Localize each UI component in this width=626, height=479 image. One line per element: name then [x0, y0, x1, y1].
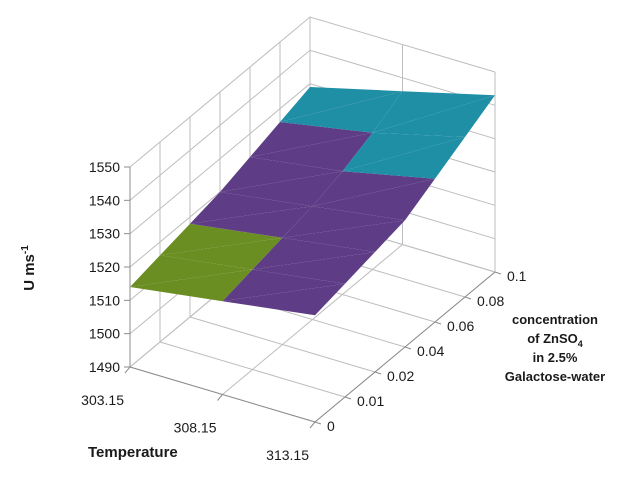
surface-cell-1-5-0 [372, 95, 495, 137]
surface-cell-1-3-1 [312, 171, 435, 207]
surface-cell-1-3-0 [312, 178, 435, 221]
z-tick-label-0: 1490 [89, 359, 120, 375]
z-tick-label-4: 1530 [89, 226, 120, 242]
z-tick-label-1: 1500 [89, 326, 120, 342]
floor-line-x-1 [222, 244, 403, 395]
surface-cell-1-4-0 [342, 137, 465, 179]
surface-cell-0-0-0 [130, 269, 253, 302]
y-tick-mark-2 [374, 371, 382, 375]
surface-cell-1-0-1 [222, 269, 345, 302]
x-tick-mark-0 [124, 366, 131, 374]
y-tick-label-4: 0.06 [447, 318, 474, 334]
surface-layer [130, 87, 495, 316]
z-tick-label-3: 1520 [89, 259, 120, 275]
surface-cell-0-4-1 [250, 122, 373, 157]
surface-cell-1-1-0 [252, 252, 375, 284]
y-axis-title-line-3: in 2.5% [533, 350, 578, 365]
surface-cell-1-4-1 [342, 132, 465, 172]
surface-cell-0-3-0 [220, 171, 343, 207]
y-tick-mark-1 [344, 396, 352, 400]
y-tick-mark-6 [494, 271, 502, 275]
y-tick-label-1: 0.01 [357, 393, 384, 409]
surface-cell-0-1-0 [160, 237, 283, 270]
z-axis-title-superscript: -1 [20, 245, 31, 254]
surface-cell-0-5-0 [280, 91, 403, 133]
y-axis-title-line-2-text: of ZnSO [527, 331, 578, 346]
y-axis-title-line-2: of ZnSO4 [527, 331, 583, 349]
surface-cell-0-4-0 [250, 132, 373, 172]
y-tick-label-3: 0.04 [417, 343, 444, 359]
surface-cell-1-2-1 [282, 206, 405, 238]
y-tick-mark-5 [464, 296, 472, 300]
y-tick-mark-3 [404, 346, 412, 350]
x-tick-label-0: 303.15 [81, 392, 124, 408]
z-axis-title: U ms-1 [20, 245, 38, 291]
x-tick-label-2: 313.15 [266, 447, 309, 463]
z-tick-label-2: 1510 [89, 292, 120, 308]
z-tick-label-5: 1540 [89, 192, 120, 208]
surface-cell-0-5-1 [280, 87, 403, 122]
surface-cell-1-2-0 [282, 220, 405, 252]
y-tick-label-0: 0 [327, 418, 335, 434]
y-tick-mark-0 [314, 421, 322, 425]
y-tick-label-6: 0.1 [507, 268, 527, 284]
y-tick-label-2: 0.02 [387, 368, 414, 384]
axis-layer: 1490 1500 1510 1520 1530 1540 1550 303.15 308.15… [81, 159, 527, 463]
surface-cell-0-3-1 [220, 157, 343, 192]
surface-cell-0-2-1 [190, 192, 313, 224]
z-tick-label-6: 1550 [89, 159, 120, 175]
surface-cell-1-5-1 [372, 91, 495, 133]
x-axis-title: Temperature [88, 444, 178, 461]
y-tick-label-5: 0.08 [477, 293, 504, 309]
x-tick-mark-2 [309, 421, 316, 429]
surface-cell-0-1-1 [160, 223, 283, 256]
surface-cell-1-1-1 [252, 237, 375, 270]
y-tick-mark-4 [434, 321, 442, 325]
y-axis-title: concentration of ZnSO4 in 2.5% Galactose… [505, 312, 605, 384]
y-axis-title-subscript: 4 [578, 339, 583, 349]
x-tick-mark-1 [217, 394, 223, 401]
y-axis-title-line-1: concentration [512, 312, 598, 327]
surface-cell-0-0-1 [130, 255, 253, 287]
z-axis-title-text: U ms [21, 254, 38, 291]
y-axis-title-line-4: Galactose-water [505, 369, 605, 384]
surface-cell-1-0-0 [222, 283, 345, 316]
x-tick-label-1: 308.15 [174, 420, 217, 436]
surface-cell-0-2-0 [190, 206, 313, 238]
